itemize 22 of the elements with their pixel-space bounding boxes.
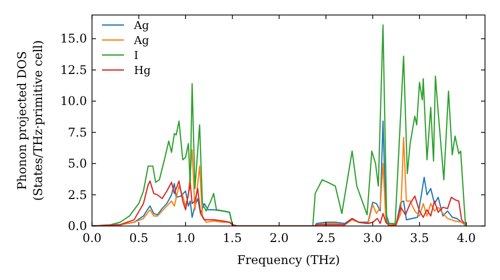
y-tick-label: 10.0 <box>60 94 87 108</box>
y-tick-label: 0.0 <box>68 219 87 233</box>
x-tick-label: 2.0 <box>270 231 289 245</box>
x-tick-label: 2.5 <box>316 231 336 245</box>
x-tick-label: 4.0 <box>456 231 476 245</box>
y-tick-label: 12.5 <box>60 62 87 77</box>
legend-label: Ag <box>133 19 149 32</box>
y-tick-label: 15.0 <box>60 32 87 46</box>
x-tick-label: 3.5 <box>410 231 430 245</box>
legend-label: Hg <box>134 64 151 77</box>
y-tick-label: 2.5 <box>68 188 87 202</box>
y-tick-label: 5.0 <box>68 156 87 171</box>
x-tick-label: 3.0 <box>363 231 382 245</box>
legend-label: Ag <box>133 34 149 47</box>
y-tick-label: 7.5 <box>68 125 87 140</box>
legend-label: I <box>134 49 138 62</box>
x-axis-title: Frequency (THz) <box>237 253 340 267</box>
x-tick-label: 0.0 <box>82 231 102 245</box>
y-axis-title: Phonon projected DOS (States/THz·primitive cell) <box>15 40 45 201</box>
x-tick-label: 1.0 <box>176 231 196 245</box>
x-tick-label: 0.5 <box>129 231 148 245</box>
x-tick-label: 1.5 <box>222 231 242 245</box>
